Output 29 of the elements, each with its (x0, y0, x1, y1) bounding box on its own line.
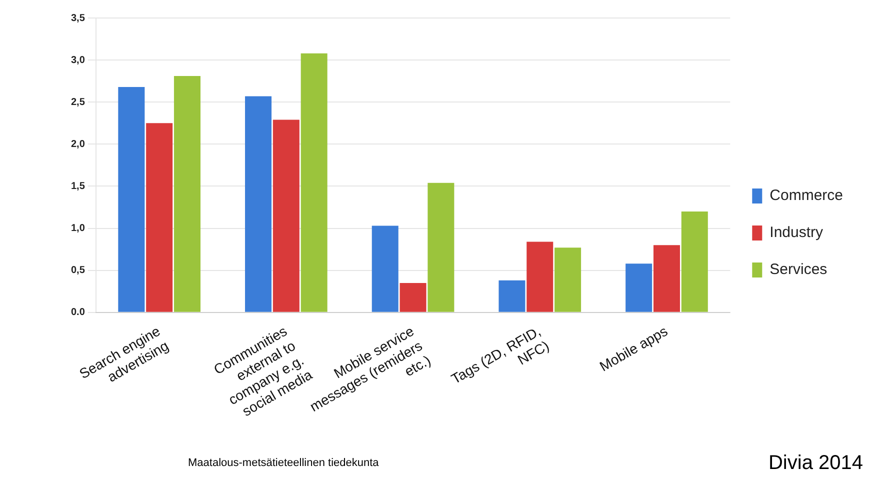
y-tick-label: 0.0 (70, 307, 86, 318)
y-tick-label: 1,5 (70, 180, 86, 192)
y-tick-label: 1,0 (70, 223, 86, 234)
y-tick-label: 3,5 (70, 12, 86, 24)
bar (174, 76, 200, 312)
bar (554, 248, 582, 312)
bar (626, 264, 652, 312)
text: Divia 2014 (768, 452, 863, 474)
y-tick-label: 2,0 (70, 138, 86, 150)
y-tick-label: 0,5 (70, 265, 86, 276)
bar (372, 226, 398, 312)
legend-label: Commerce (770, 187, 844, 204)
bar (146, 123, 173, 312)
y-tick-label: 2,5 (70, 96, 86, 108)
bar (428, 182, 454, 312)
bar (300, 53, 328, 312)
legend-label: Services (770, 261, 828, 278)
bar (653, 245, 680, 312)
text: Maatalous-metsätieteellinen tiedekunta (188, 457, 379, 469)
y-tick-label: 3,0 (70, 54, 86, 66)
bar (681, 211, 708, 312)
legend-label: Industry (770, 224, 824, 242)
bar (498, 280, 526, 312)
bar (526, 242, 554, 312)
bar (400, 282, 426, 312)
bar (272, 120, 300, 312)
bar (245, 96, 272, 312)
x-tick-label: Tags (2D, RFID, NFC) (448, 322, 552, 387)
bar (118, 86, 145, 312)
